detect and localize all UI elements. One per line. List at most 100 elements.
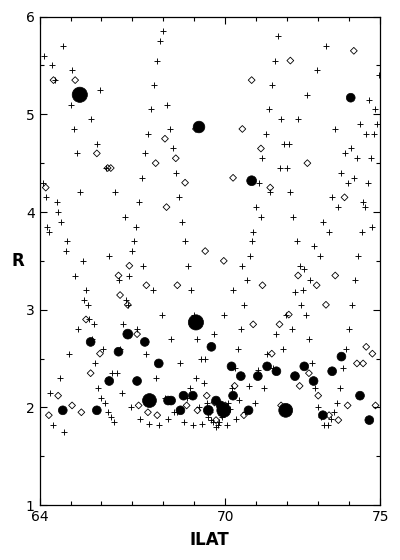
Point xyxy=(323,41,329,50)
Point xyxy=(200,379,207,388)
Point xyxy=(216,418,222,427)
Point xyxy=(278,115,284,124)
Point xyxy=(344,178,351,187)
Point xyxy=(157,36,164,45)
Point xyxy=(371,129,377,138)
Point xyxy=(343,344,349,353)
Point xyxy=(233,414,239,423)
Point xyxy=(101,398,108,407)
Point xyxy=(314,66,320,75)
Point xyxy=(262,129,269,138)
Point xyxy=(170,144,176,153)
Point xyxy=(174,281,180,290)
Point xyxy=(180,418,187,427)
Point xyxy=(324,421,331,430)
Point xyxy=(273,330,280,339)
Point xyxy=(351,174,357,183)
Point xyxy=(64,237,71,246)
Point xyxy=(282,310,289,319)
Point xyxy=(245,406,252,415)
Point xyxy=(304,90,310,99)
Point xyxy=(42,183,49,192)
Point xyxy=(372,105,379,114)
Point xyxy=(171,408,178,417)
Point xyxy=(67,100,74,109)
Point xyxy=(205,413,212,422)
Point xyxy=(252,398,258,407)
Point xyxy=(56,374,63,382)
Point xyxy=(289,325,295,334)
Point xyxy=(204,398,210,407)
Point xyxy=(337,384,343,393)
Point xyxy=(180,391,187,400)
Point xyxy=(124,300,131,309)
Point xyxy=(69,401,75,410)
Point xyxy=(280,344,286,353)
Point xyxy=(109,368,116,377)
Point xyxy=(323,300,329,309)
Point xyxy=(190,391,196,400)
Point xyxy=(94,139,100,148)
Point xyxy=(242,408,249,417)
Point xyxy=(72,271,78,280)
Point xyxy=(140,262,146,270)
Point xyxy=(111,418,117,427)
Point xyxy=(245,381,252,390)
Point xyxy=(197,354,204,363)
Point xyxy=(220,310,227,319)
Point xyxy=(276,164,283,172)
Point xyxy=(182,178,188,187)
Point xyxy=(112,188,119,197)
Point xyxy=(230,391,236,400)
Point xyxy=(241,300,247,309)
Point xyxy=(168,396,174,405)
Point xyxy=(310,242,317,251)
Point xyxy=(40,178,46,187)
Point xyxy=(126,262,132,270)
Point xyxy=(330,408,337,417)
Point xyxy=(281,139,287,148)
Point xyxy=(293,237,300,246)
Point xyxy=(290,212,297,221)
Point xyxy=(314,281,320,290)
Point xyxy=(188,286,194,295)
Point xyxy=(131,237,137,246)
Point xyxy=(332,271,338,280)
Point xyxy=(103,164,109,172)
Point xyxy=(248,176,255,185)
Point xyxy=(74,149,80,158)
Point xyxy=(185,262,191,270)
Point xyxy=(303,310,309,319)
Point xyxy=(372,401,379,410)
Point xyxy=(360,198,366,207)
Point xyxy=(335,203,342,212)
Point xyxy=(346,325,352,334)
Point xyxy=(284,164,290,172)
Point xyxy=(341,193,348,202)
Point xyxy=(191,310,198,319)
Point xyxy=(134,330,140,339)
Point xyxy=(332,124,338,133)
Point xyxy=(88,368,94,377)
Point xyxy=(168,334,174,343)
Point xyxy=(272,56,278,65)
Point xyxy=(196,403,202,412)
Point xyxy=(213,422,219,431)
Point xyxy=(341,149,348,158)
Point xyxy=(307,276,314,285)
Point xyxy=(255,366,261,375)
Point xyxy=(194,406,201,415)
Point xyxy=(143,281,150,290)
Point xyxy=(321,421,328,430)
Point xyxy=(278,401,284,410)
Point xyxy=(224,421,230,430)
Point xyxy=(354,359,360,368)
Point xyxy=(259,281,266,290)
Point xyxy=(248,76,255,85)
Point xyxy=(207,408,213,417)
Point xyxy=(273,367,280,376)
Point xyxy=(114,368,120,377)
Point xyxy=(75,325,82,334)
Point xyxy=(351,46,357,55)
Point xyxy=(363,129,370,138)
